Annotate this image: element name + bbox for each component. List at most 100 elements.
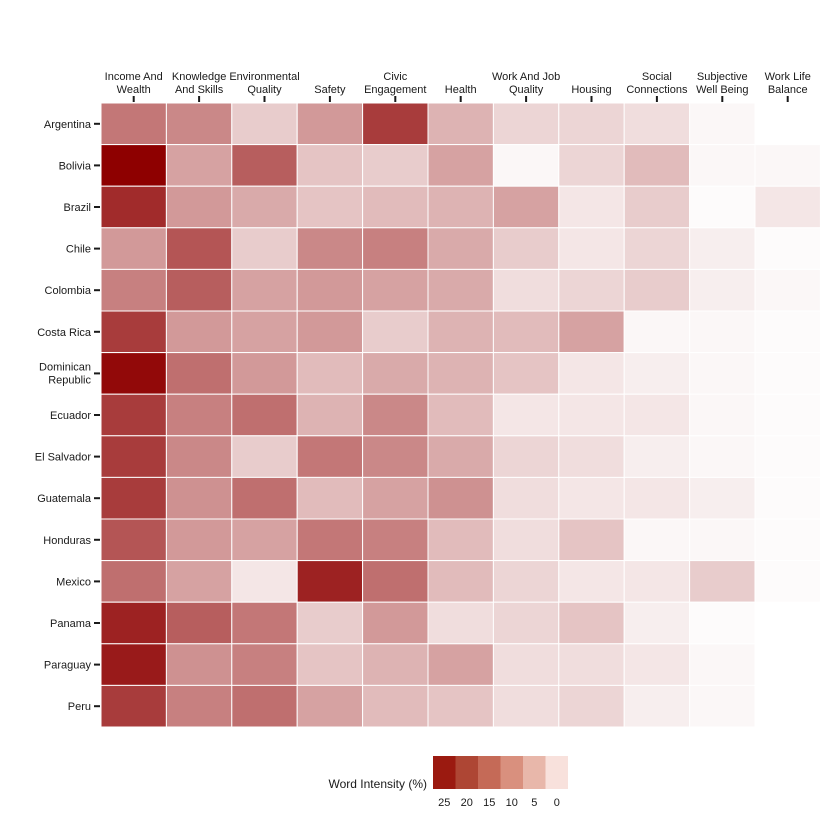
heatmap-cell <box>558 310 625 354</box>
heatmap-cell <box>689 560 756 603</box>
column-label: Housing <box>571 84 611 96</box>
heatmap-cell <box>296 435 364 478</box>
legend-tick-label: 25 <box>438 797 450 809</box>
column-tick <box>786 96 789 102</box>
column-label: Knowledge And Skills <box>172 71 226 96</box>
heatmap-cell <box>165 102 233 146</box>
row-label: Panama <box>50 618 92 630</box>
row-label: Peru <box>68 701 91 713</box>
heatmap-cell <box>689 102 756 146</box>
heatmap-cell <box>427 435 494 478</box>
column-label: Subjective Well Being <box>696 71 748 96</box>
heatmap-cell <box>100 435 167 478</box>
heatmap-cell <box>689 435 756 478</box>
heatmap-cell <box>492 144 560 187</box>
column-tick <box>132 96 135 102</box>
row-tick <box>94 497 100 500</box>
legend-swatches <box>433 756 568 789</box>
heatmap-cell <box>100 268 167 312</box>
heatmap-cell <box>623 560 691 603</box>
heatmap-cell <box>100 144 167 187</box>
heatmap-cell <box>427 476 494 520</box>
heatmap-cell <box>558 144 625 187</box>
row-tick <box>94 289 100 292</box>
row-tick <box>94 247 100 250</box>
heatmap-cell <box>427 601 494 645</box>
heatmap-cell <box>165 476 233 520</box>
legend-swatch <box>433 756 456 789</box>
heatmap-cell <box>231 476 298 520</box>
heatmap-cell <box>689 144 756 187</box>
heatmap-cell <box>100 227 167 270</box>
row-label: Guatemala <box>37 493 92 505</box>
heatmap-cell <box>623 310 691 354</box>
heatmap-cell <box>231 102 298 146</box>
heatmap-cell <box>754 393 821 437</box>
heatmap-cell <box>296 643 364 686</box>
heatmap-cell <box>623 268 691 312</box>
heatmap-cell <box>100 393 167 437</box>
heatmap-cell <box>165 435 233 478</box>
heatmap-cell <box>100 476 167 520</box>
heatmap-cell <box>623 352 691 395</box>
legend-title: Word Intensity (%) <box>329 777 427 791</box>
heatmap-cells <box>100 102 821 728</box>
heatmap-cell <box>165 352 233 395</box>
heatmap-cell <box>362 476 429 520</box>
heatmap-cell <box>231 560 298 603</box>
heatmap-cell <box>362 435 429 478</box>
column-tick <box>198 96 201 102</box>
heatmap-cell <box>558 476 625 520</box>
heatmap-cell <box>754 518 821 562</box>
heatmap-cell <box>689 518 756 562</box>
legend-swatch <box>545 756 568 789</box>
column-label: Civic Engagement <box>364 71 426 96</box>
legend-swatch <box>500 756 523 789</box>
heatmap-cell <box>165 393 233 437</box>
legend-tick-label: 15 <box>483 797 495 809</box>
heatmap-cell <box>362 144 429 187</box>
heatmap-cell <box>231 643 298 686</box>
heatmap-cell <box>296 476 364 520</box>
heatmap-cell <box>362 352 429 395</box>
row-tick <box>94 122 100 125</box>
heatmap-cell <box>492 393 560 437</box>
heatmap-cell <box>558 268 625 312</box>
heatmap-cell <box>231 684 298 728</box>
heatmap-cell <box>231 352 298 395</box>
heatmap-cell <box>558 227 625 270</box>
row-label: Dominican Republic <box>39 361 91 386</box>
heatmap-cell <box>492 268 560 312</box>
heatmap-cell <box>623 601 691 645</box>
heatmap-cell <box>427 144 494 187</box>
heatmap-cell <box>492 185 560 229</box>
column-tick <box>655 96 658 102</box>
column-label: Income And Wealth <box>105 71 163 96</box>
row-label: Colombia <box>45 285 92 297</box>
column-tick <box>394 96 397 102</box>
heatmap-cell <box>754 560 821 603</box>
heatmap-cell <box>296 393 364 437</box>
heatmap-cell <box>689 185 756 229</box>
heatmap-cell <box>558 560 625 603</box>
legend-swatch <box>455 756 478 789</box>
row-tick <box>94 580 100 583</box>
heatmap-cell <box>296 352 364 395</box>
heatmap-cell <box>689 643 756 686</box>
heatmap-cell <box>689 268 756 312</box>
column-label: Work And Job Quality <box>492 71 560 96</box>
heatmap-cell <box>427 518 494 562</box>
heatmap-cell <box>165 684 233 728</box>
heatmap-cell <box>558 435 625 478</box>
row-label: Chile <box>66 244 91 256</box>
heatmap-cell <box>100 185 167 229</box>
heatmap-cell <box>492 435 560 478</box>
row-label: Mexico <box>56 576 91 588</box>
heatmap-cell <box>623 102 691 146</box>
row-labels: Argentina Bolivia Brazil Chile Colombia Costa… <box>35 119 100 713</box>
heatmap-cell <box>231 435 298 478</box>
heatmap-cell <box>558 102 625 146</box>
row-tick <box>94 372 100 375</box>
heatmap-cell <box>100 643 167 686</box>
heatmap-cell <box>231 601 298 645</box>
